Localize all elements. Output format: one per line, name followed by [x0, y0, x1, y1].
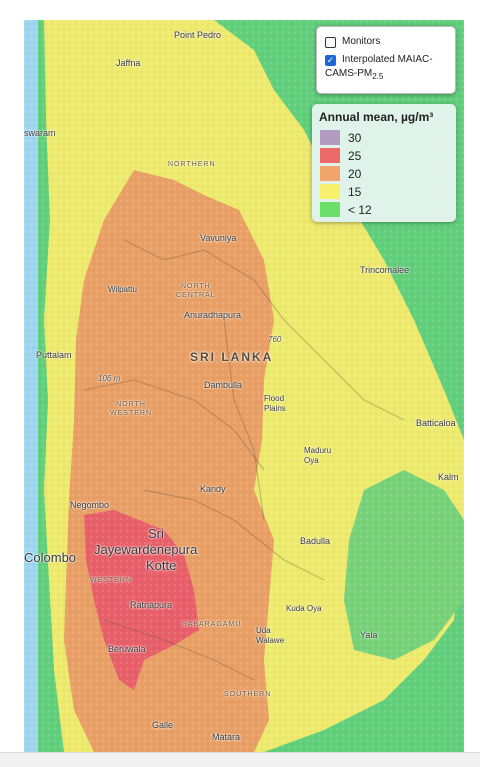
monitors-label: Monitors: [342, 36, 381, 47]
label-northern: NORTHERN: [168, 161, 216, 168]
legend-swatch: [320, 166, 340, 181]
legend-swatch: [320, 184, 340, 199]
label-vavuniya: Vavuniya: [200, 233, 237, 243]
label-yala: Yala: [360, 630, 378, 640]
legend-swatch: [320, 130, 340, 145]
label-matara: Matara: [212, 732, 241, 742]
legend-label: 15: [348, 184, 362, 199]
interpolated-label-sub: 2.5: [372, 72, 384, 81]
label-trincomalee: Trincomalee: [360, 265, 410, 275]
label-southern: SOUTHERN: [224, 691, 272, 698]
label-badulla: Badulla: [300, 536, 331, 546]
label-colombo: Colombo: [24, 550, 77, 565]
legend-swatch: [320, 202, 340, 217]
label-north-central: NORTH CENTRAL: [176, 283, 216, 299]
monitors-checkbox[interactable]: [325, 37, 336, 48]
label-elevation-106: 106 m: [98, 374, 121, 383]
label-jayewardenepura: Jayewardenepura: [94, 542, 198, 557]
district-borders: [83, 239, 405, 681]
label-north-western: NORTH WESTERN: [110, 401, 152, 417]
legend-item: 25: [320, 148, 361, 163]
label-puttalam: Puttalam: [36, 350, 72, 360]
label-batticaloa: Batticaloa: [416, 418, 456, 428]
label-kotte: Kotte: [146, 558, 177, 573]
legend-item: 30: [320, 130, 361, 145]
label-anuradhapura: Anuradhapura: [184, 310, 242, 320]
legend-item: 15: [320, 184, 361, 199]
label-wilpattu: Wilpattu: [108, 285, 137, 294]
legend: Annual mean, µg/m³ 30 25 20 15 < 12: [312, 104, 456, 222]
label-sri: Sri: [148, 526, 164, 541]
label-point-pedro: Point Pedro: [174, 30, 222, 40]
label-dambulla: Dambulla: [204, 380, 243, 390]
layer-monitors-toggle[interactable]: Monitors: [325, 36, 380, 48]
label-jaffna: Jaffna: [116, 58, 141, 68]
label-swaram: swaram: [24, 128, 56, 138]
label-sabaragamuwa: SABARAGAMU: [182, 621, 242, 628]
bottom-bar: [0, 752, 480, 767]
label-elevation-760: 760: [268, 335, 282, 344]
interpolated-checkbox[interactable]: ✓: [325, 55, 336, 66]
legend-label: < 12: [348, 202, 372, 217]
interpolated-label-main: CAMS-PM: [325, 68, 373, 79]
legend-label: 25: [348, 148, 362, 163]
legend-label: 30: [348, 130, 362, 145]
label-negombo: Negombo: [70, 500, 110, 510]
label-kalm: Kalm: [438, 472, 459, 482]
layer-control: Monitors ✓ Interpolated MAIAC- CAMS-PM2.…: [316, 26, 456, 94]
interpolated-label-prefix: Interpolated MAIAC-: [342, 54, 433, 65]
label-western: WESTERN: [90, 577, 132, 584]
label-kuda-oya: Kuda Oya: [286, 604, 322, 613]
layer-interpolated-toggle[interactable]: ✓ Interpolated MAIAC- CAMS-PM2.5: [325, 54, 433, 81]
legend-swatch: [320, 148, 340, 163]
label-ratnapura: Ratnapura: [130, 600, 173, 610]
label-flood-plains: Flood Plains: [264, 394, 286, 413]
label-uda-walawe: Uda Walawe: [256, 626, 285, 645]
label-kandy: Kandy: [200, 484, 226, 494]
legend-item: 20: [320, 166, 361, 181]
label-maduru-oya: Maduru Oya: [304, 446, 332, 465]
legend-title: Annual mean, µg/m³: [319, 110, 434, 124]
label-galle: Galle: [152, 720, 174, 730]
label-sri-lanka: SRI LANKA: [190, 350, 274, 364]
label-beruwala: Beruwala: [108, 644, 146, 654]
legend-item: < 12: [320, 202, 372, 217]
legend-label: 20: [348, 166, 362, 181]
